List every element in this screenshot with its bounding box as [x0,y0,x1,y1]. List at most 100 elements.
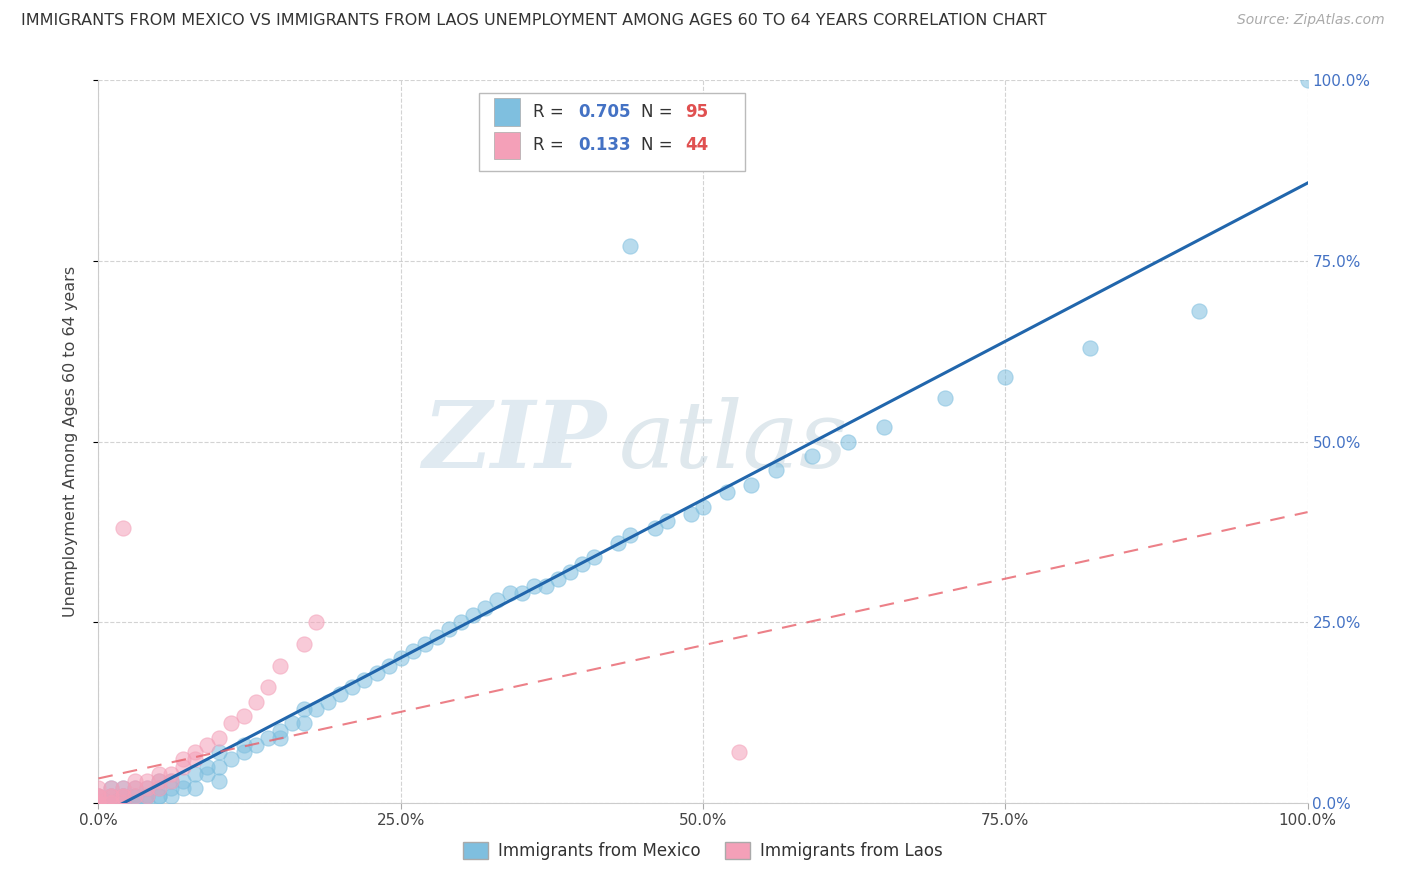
Point [100,789,122,803]
Point [124,796,146,810]
Point [87,796,110,810]
Point [135,781,157,796]
Point [124,774,146,789]
Point [534,579,557,593]
Point [148,767,170,781]
Point [160,781,183,796]
Text: 95: 95 [685,103,709,121]
Point [316,695,339,709]
Point [305,702,328,716]
Point [87,796,110,810]
Point [353,673,375,687]
Point [111,789,134,803]
Point [195,738,218,752]
Point [232,738,254,752]
Point [486,593,509,607]
Point [571,558,593,572]
Point [269,731,291,745]
Point [377,658,399,673]
Point [463,607,485,622]
Point [195,760,218,774]
Point [111,521,134,535]
Point [619,239,641,253]
Point [100,796,122,810]
Point [100,789,122,803]
Point [547,572,569,586]
Point [135,774,157,789]
Point [994,369,1017,384]
Point [87,796,110,810]
Bar [494,98,520,126]
Point [87,796,110,810]
Point [474,600,496,615]
Point [716,485,738,500]
Point [111,796,134,810]
Point [655,514,678,528]
Text: R =: R = [533,103,568,121]
Point [87,789,110,803]
Point [87,796,110,810]
Point [728,745,751,759]
Point [160,789,183,803]
Text: 0.133: 0.133 [578,136,631,154]
Point [256,680,278,694]
Point [800,449,823,463]
Point [87,789,110,803]
Point [644,521,666,535]
Point [160,774,183,789]
Point [100,789,122,803]
Point [148,774,170,789]
Text: Source: ZipAtlas.com: Source: ZipAtlas.com [1237,13,1385,28]
Legend: Immigrants from Mexico, Immigrants from Laos: Immigrants from Mexico, Immigrants from … [456,835,950,867]
Point [619,528,641,542]
Point [87,796,110,810]
Point [208,774,231,789]
Text: R =: R = [533,136,568,154]
Point [342,680,364,694]
Point [111,781,134,796]
Point [195,767,218,781]
Point [498,586,520,600]
Point [111,789,134,803]
Point [124,781,146,796]
Point [1078,341,1101,355]
Point [692,500,714,514]
Point [160,767,183,781]
Point [437,623,460,637]
Point [124,789,146,803]
Point [172,760,194,774]
Point [1296,73,1319,87]
Point [87,789,110,803]
Point [607,535,630,549]
Point [100,781,122,796]
Point [148,774,170,789]
Point [221,716,243,731]
Point [111,781,134,796]
Point [111,789,134,803]
Point [510,586,533,600]
Point [172,752,194,766]
Text: atlas: atlas [619,397,848,486]
Point [523,579,546,593]
Point [172,781,194,796]
Point [450,615,472,630]
Point [305,615,328,630]
Point [208,760,231,774]
FancyBboxPatch shape [479,93,745,170]
Point [232,745,254,759]
Point [934,391,956,405]
Point [87,789,110,803]
Point [100,796,122,810]
Point [124,789,146,803]
Point [281,716,304,731]
Text: N =: N = [641,136,678,154]
Text: IMMIGRANTS FROM MEXICO VS IMMIGRANTS FROM LAOS UNEMPLOYMENT AMONG AGES 60 TO 64 : IMMIGRANTS FROM MEXICO VS IMMIGRANTS FRO… [21,13,1046,29]
Point [160,774,183,789]
Point [148,781,170,796]
Point [765,463,787,477]
Point [172,774,194,789]
Point [100,796,122,810]
Point [208,731,231,745]
Point [366,665,388,680]
Point [111,796,134,810]
